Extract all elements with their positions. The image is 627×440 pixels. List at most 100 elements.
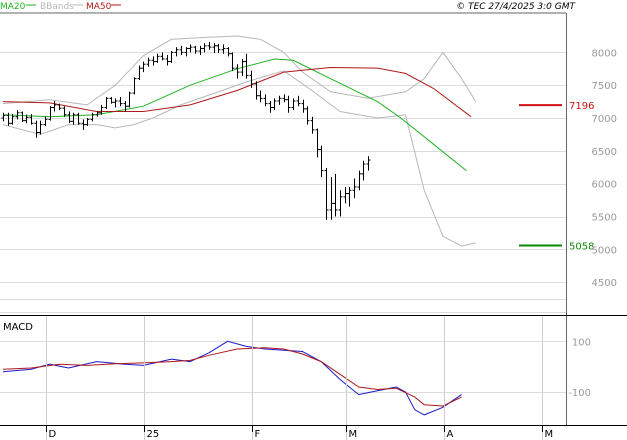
ohlc-bar <box>90 112 95 122</box>
ohlc-bar <box>43 116 48 126</box>
ohlc-bar <box>212 43 217 54</box>
ohlc-bar <box>221 44 226 54</box>
price-level-label: 7196 <box>569 101 594 112</box>
ohlc-bar <box>85 118 90 126</box>
ohlc-bar <box>179 45 184 56</box>
ohlc-bar <box>1 112 6 122</box>
macd-series-signal <box>2 347 462 407</box>
copyright-timestamp: © TEC 27/4/2025 3:0 GMT <box>456 2 576 12</box>
legend-ma50-label: MA50 <box>86 2 112 12</box>
x-axis: D 25 F M A M <box>46 316 554 440</box>
series-line-ma50 <box>2 66 472 118</box>
ohlc-bar <box>141 61 146 73</box>
ohlc-bar <box>52 100 57 112</box>
ohlc-bar <box>268 100 273 113</box>
ohlc-bar <box>319 145 324 178</box>
ohlc-bar <box>123 100 128 112</box>
price-tick-label: 7000 <box>592 114 617 125</box>
ohlc-bar <box>76 112 81 125</box>
price-tick-label: 8000 <box>592 48 617 59</box>
price-levels: 7196 5058 <box>519 101 594 253</box>
ohlc-bar <box>310 116 315 134</box>
macd-grid <box>0 341 566 393</box>
ohlc-bar <box>240 58 245 77</box>
ohlc-bar <box>15 110 20 120</box>
ohlc-bar <box>48 106 53 121</box>
macd-title: MACD <box>3 322 33 333</box>
ohlc-bar <box>24 114 29 124</box>
ohlc-bar <box>71 112 76 125</box>
ohlc-bar <box>198 45 203 56</box>
macd-series-macd <box>2 340 462 416</box>
ohlc-bar <box>146 57 151 67</box>
ohlc-bar <box>193 45 198 54</box>
price-tick-label: 6000 <box>592 180 617 191</box>
ohlc-bar <box>296 95 301 107</box>
ohlc-bar <box>132 77 137 95</box>
ohlc-bar <box>165 55 170 66</box>
ohlc-bar <box>34 120 39 138</box>
ohlc-bar <box>235 64 240 79</box>
price-tick-label: 6500 <box>592 147 617 158</box>
price-tick-label: 7500 <box>592 81 617 92</box>
ohlc-bar <box>361 160 366 181</box>
price-tick-label: 5500 <box>592 213 617 224</box>
ohlc-bar <box>272 98 277 111</box>
ohlc-bar <box>184 47 189 57</box>
ohlc-bar <box>202 43 207 53</box>
series-line-bbands <box>2 35 477 106</box>
macd-tick-label: -100 <box>568 388 591 399</box>
ohlc-bars <box>1 41 371 220</box>
ohlc-bar <box>216 43 221 54</box>
ohlc-bar <box>329 177 334 220</box>
ohlc-bar <box>62 106 67 117</box>
ohlc-bar <box>38 120 43 135</box>
ohlc-bar <box>338 190 343 217</box>
bollinger-bands <box>2 35 477 247</box>
ohlc-bar <box>263 94 268 107</box>
ohlc-bar <box>347 186 352 207</box>
ohlc-bar <box>67 111 72 124</box>
x-tick-label: 25 <box>147 429 160 440</box>
ohlc-bar <box>301 99 306 113</box>
price-level-label: 5058 <box>569 242 594 253</box>
legend-bbands-label: BBands <box>40 2 74 12</box>
price-tick-label: 4500 <box>592 278 617 289</box>
ohlc-bar <box>207 41 212 50</box>
x-tick-label: M <box>545 429 554 440</box>
ohlc-bar <box>230 52 235 71</box>
ohlc-bar <box>104 97 109 109</box>
ohlc-bar <box>81 119 86 130</box>
x-tick-label: D <box>49 429 57 440</box>
ohlc-bar <box>169 51 174 63</box>
ohlc-bar <box>151 56 156 66</box>
ohlc-bar <box>357 170 362 191</box>
ohlc-bar <box>226 47 231 57</box>
macd-y-axis: 100 -100 <box>568 337 591 399</box>
series-line-bbands <box>2 70 476 247</box>
ohlc-bar <box>366 156 371 171</box>
grid-lines <box>0 52 566 313</box>
ohlc-bar <box>333 173 338 217</box>
ohlc-bar <box>324 167 329 220</box>
ohlc-bar <box>188 44 193 53</box>
price-tick-label: 5000 <box>592 245 617 256</box>
ohlc-bar <box>352 178 357 199</box>
ohlc-bar <box>6 112 11 126</box>
legend-ma20-label: MA20 <box>0 2 26 12</box>
ohlc-bar <box>95 111 100 117</box>
ohlc-bar <box>10 114 15 125</box>
ohlc-bar <box>343 186 348 204</box>
ohlc-bar <box>160 52 165 61</box>
ohlc-bar <box>137 65 142 80</box>
ohlc-bar <box>29 114 34 125</box>
legend: MA20 BBands MA50 <box>0 2 121 12</box>
ohlc-bar <box>113 98 118 108</box>
ohlc-bar <box>20 111 25 122</box>
ohlc-bar <box>282 94 287 103</box>
price-y-axis: 4500 5000 5500 6000 6500 7000 7500 8000 <box>592 48 617 289</box>
ohlc-bar <box>249 70 254 88</box>
x-tick-label: A <box>447 429 454 440</box>
ohlc-bar <box>174 47 179 57</box>
series-line-ma20 <box>2 58 467 171</box>
